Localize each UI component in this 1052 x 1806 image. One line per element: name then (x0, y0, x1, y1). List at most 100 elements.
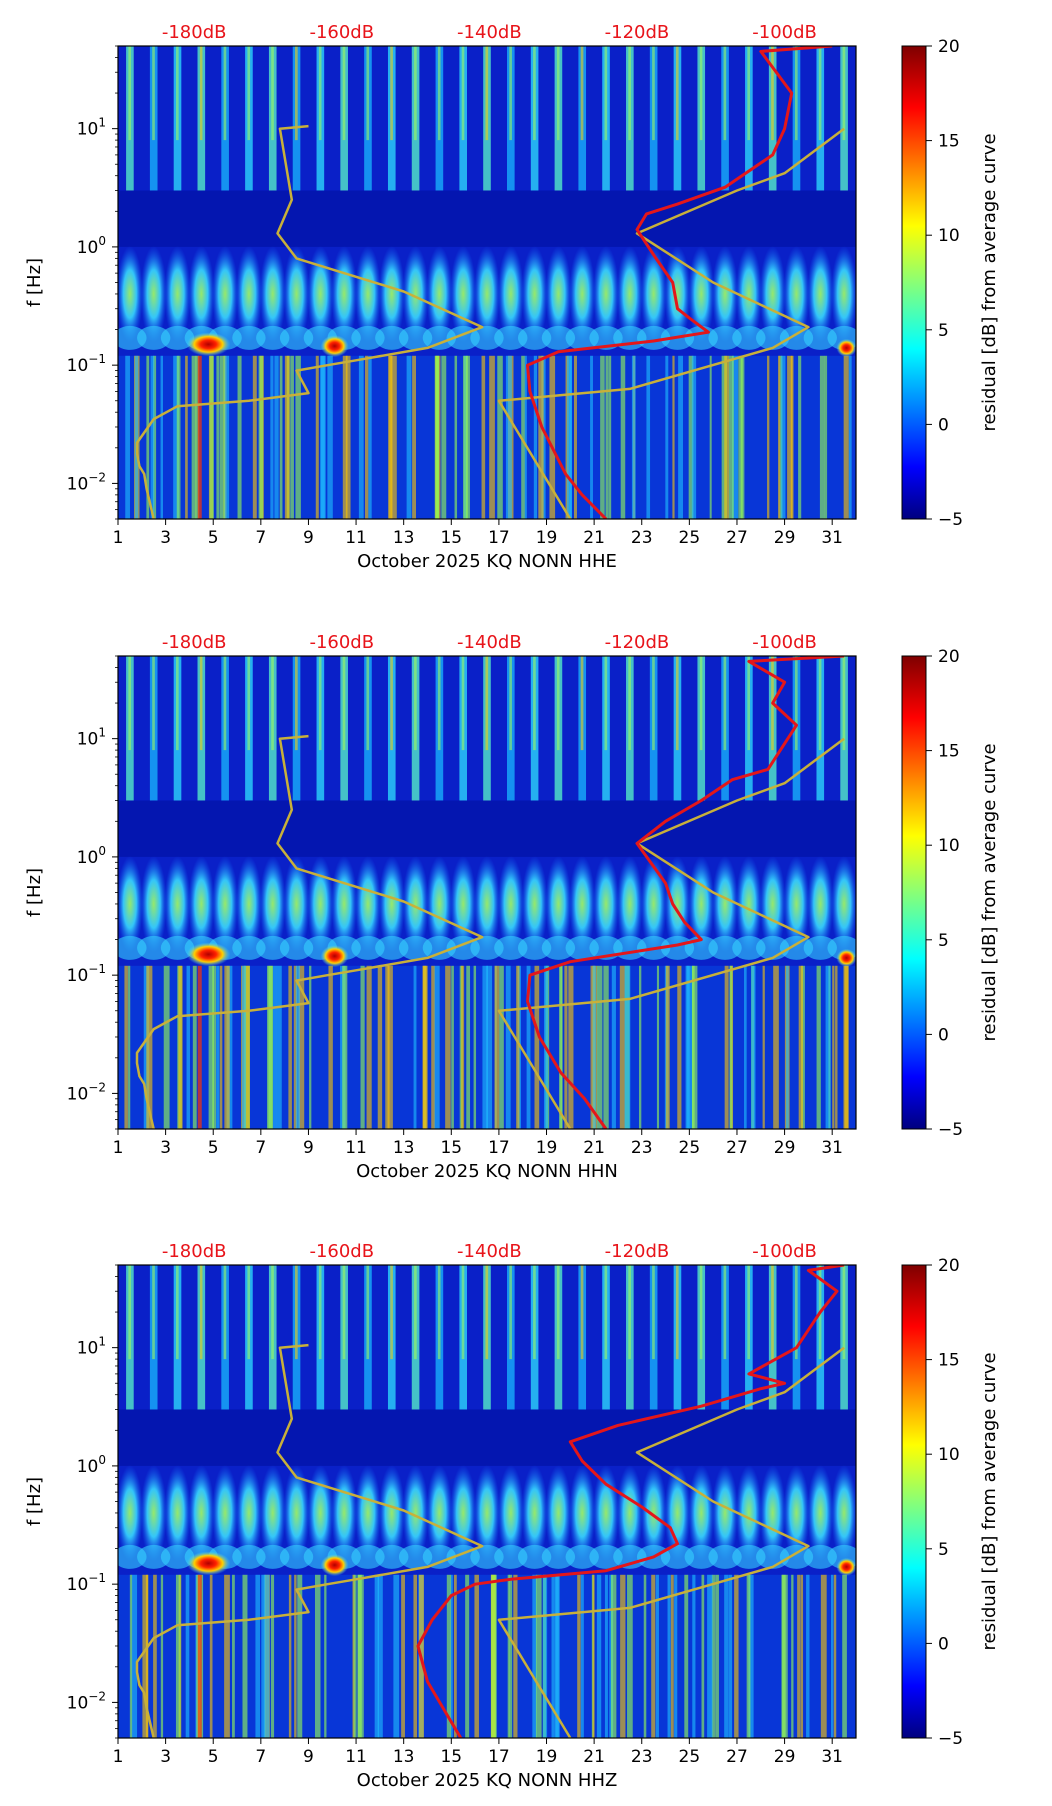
x-tick-label: 5 (208, 1138, 219, 1158)
colorbar-gradient (901, 1264, 927, 1739)
noise-model-curve (497, 737, 845, 1129)
colorbar-gradient (901, 655, 927, 1130)
x-tick-label: 25 (679, 1138, 701, 1158)
colorbar-tick-label: 10 (938, 1445, 960, 1465)
y-tick-label: 100 (77, 234, 106, 258)
x-tick-label: 7 (255, 1138, 266, 1158)
db-label: -180dB (162, 22, 227, 43)
y-tick-label: 10−1 (67, 962, 106, 986)
colorbar: 20 15 10 5 0 −5 residual [dB] from average cur… (901, 37, 1000, 530)
spectrogram-image (118, 1265, 856, 1738)
noise-model-curve (135, 734, 484, 1129)
x-tick-label: 3 (160, 528, 171, 548)
y-axis-label: f [Hz] (24, 258, 45, 307)
x-tick-label: 25 (679, 1747, 701, 1767)
y-tick-label: 100 (77, 844, 106, 868)
x-tick-label: 1 (113, 1747, 124, 1767)
y-tick-label: 101 (77, 116, 106, 140)
colorbar-label: residual [dB] from average curve (979, 133, 1000, 431)
x-tick-label: 19 (536, 1138, 558, 1158)
colorbar-tick-label: 5 (938, 321, 949, 341)
y-tick-label: 10−2 (67, 1689, 106, 1713)
noise-model-curve (497, 1346, 845, 1738)
x-tick-label: 21 (583, 1747, 605, 1767)
x-tick-label: 19 (536, 1747, 558, 1767)
db-label: -100dB (752, 632, 817, 653)
x-tick-label: 5 (208, 1747, 219, 1767)
colorbar-tick-label: 15 (938, 1351, 960, 1371)
x-tick-label: 15 (440, 1138, 462, 1158)
colorbar: 20 15 10 5 0 −5 residual [dB] from average cur… (901, 1256, 1000, 1749)
x-tick-label: 5 (208, 528, 219, 548)
x-tick-label: 3 (160, 1138, 171, 1158)
x-tick-label: 27 (726, 528, 748, 548)
db-label: -120dB (605, 22, 670, 43)
x-tick-label: 1 (113, 1138, 124, 1158)
colorbar-tick-label: 10 (938, 226, 960, 246)
noise-model-curve (135, 1343, 484, 1738)
x-tick-label: 29 (774, 528, 796, 548)
colorbar-tick-label: −5 (938, 1729, 963, 1749)
db-label: -140dB (457, 22, 522, 43)
y-axis-label: f [Hz] (24, 868, 45, 917)
y-tick-label: 10−1 (67, 1571, 106, 1595)
colorbar-tick-label: 0 (938, 1025, 949, 1045)
db-label: -160dB (309, 632, 374, 653)
x-tick-label: 17 (488, 1138, 510, 1158)
colorbar-gradient (901, 45, 927, 520)
x-tick-label: 25 (679, 528, 701, 548)
y-tick-label: 101 (77, 1335, 106, 1359)
x-tick-label: 13 (393, 1138, 415, 1158)
median-curve (416, 1265, 845, 1738)
db-label: -100dB (752, 1241, 817, 1262)
x-tick-label: 29 (774, 1138, 796, 1158)
x-tick-label: 23 (631, 1138, 653, 1158)
db-label: -100dB (752, 22, 817, 43)
colorbar-tick-label: 20 (938, 647, 960, 667)
colorbar-tick-label: 15 (938, 742, 960, 762)
x-tick-label: 27 (726, 1138, 748, 1158)
colorbar-tick-label: 20 (938, 1256, 960, 1276)
colorbar-tick-label: 0 (938, 415, 949, 435)
x-tick-label: 9 (303, 1138, 314, 1158)
colorbar-tick-label: 5 (938, 931, 949, 951)
db-label: -120dB (605, 1241, 670, 1262)
y-tick-label: 10−2 (67, 1080, 106, 1104)
colorbar-tick-label: −5 (938, 1120, 963, 1140)
x-tick-label: 23 (631, 1747, 653, 1767)
x-tick-label: 9 (303, 1747, 314, 1767)
colorbar-label: residual [dB] from average curve (979, 1352, 1000, 1650)
colorbar-tick-label: 10 (938, 836, 960, 856)
median-curve (526, 46, 833, 519)
x-tick-label: 1 (113, 528, 124, 548)
noise-model-curve (497, 127, 845, 519)
x-tick-label: 21 (583, 1138, 605, 1158)
y-tick-label: 101 (77, 726, 106, 750)
x-tick-label: 9 (303, 528, 314, 548)
x-tick-label: 31 (821, 1138, 843, 1158)
spectrogram-image (118, 656, 856, 1129)
db-label: -180dB (162, 1241, 227, 1262)
colorbar-tick-label: 0 (938, 1634, 949, 1654)
x-tick-label: 27 (726, 1747, 748, 1767)
x-tick-label: 15 (440, 528, 462, 548)
x-tick-label: 31 (821, 1747, 843, 1767)
x-tick-label: 31 (821, 528, 843, 548)
x-tick-label: 7 (255, 1747, 266, 1767)
db-label: -160dB (309, 22, 374, 43)
x-axis-label: October 2025 KQ NONN HHZ (357, 1770, 618, 1791)
x-tick-label: 17 (488, 528, 510, 548)
colorbar-tick-label: 5 (938, 1540, 949, 1560)
db-label: -160dB (309, 1241, 374, 1262)
x-tick-label: 19 (536, 528, 558, 548)
noise-model-curve (135, 124, 484, 519)
db-label: -140dB (457, 1241, 522, 1262)
x-tick-label: 17 (488, 1747, 510, 1767)
spectrogram-image (118, 46, 856, 519)
y-tick-label: 10−2 (67, 470, 106, 494)
y-tick-label: 10−1 (67, 352, 106, 376)
x-tick-label: 21 (583, 528, 605, 548)
x-tick-label: 13 (393, 1747, 415, 1767)
